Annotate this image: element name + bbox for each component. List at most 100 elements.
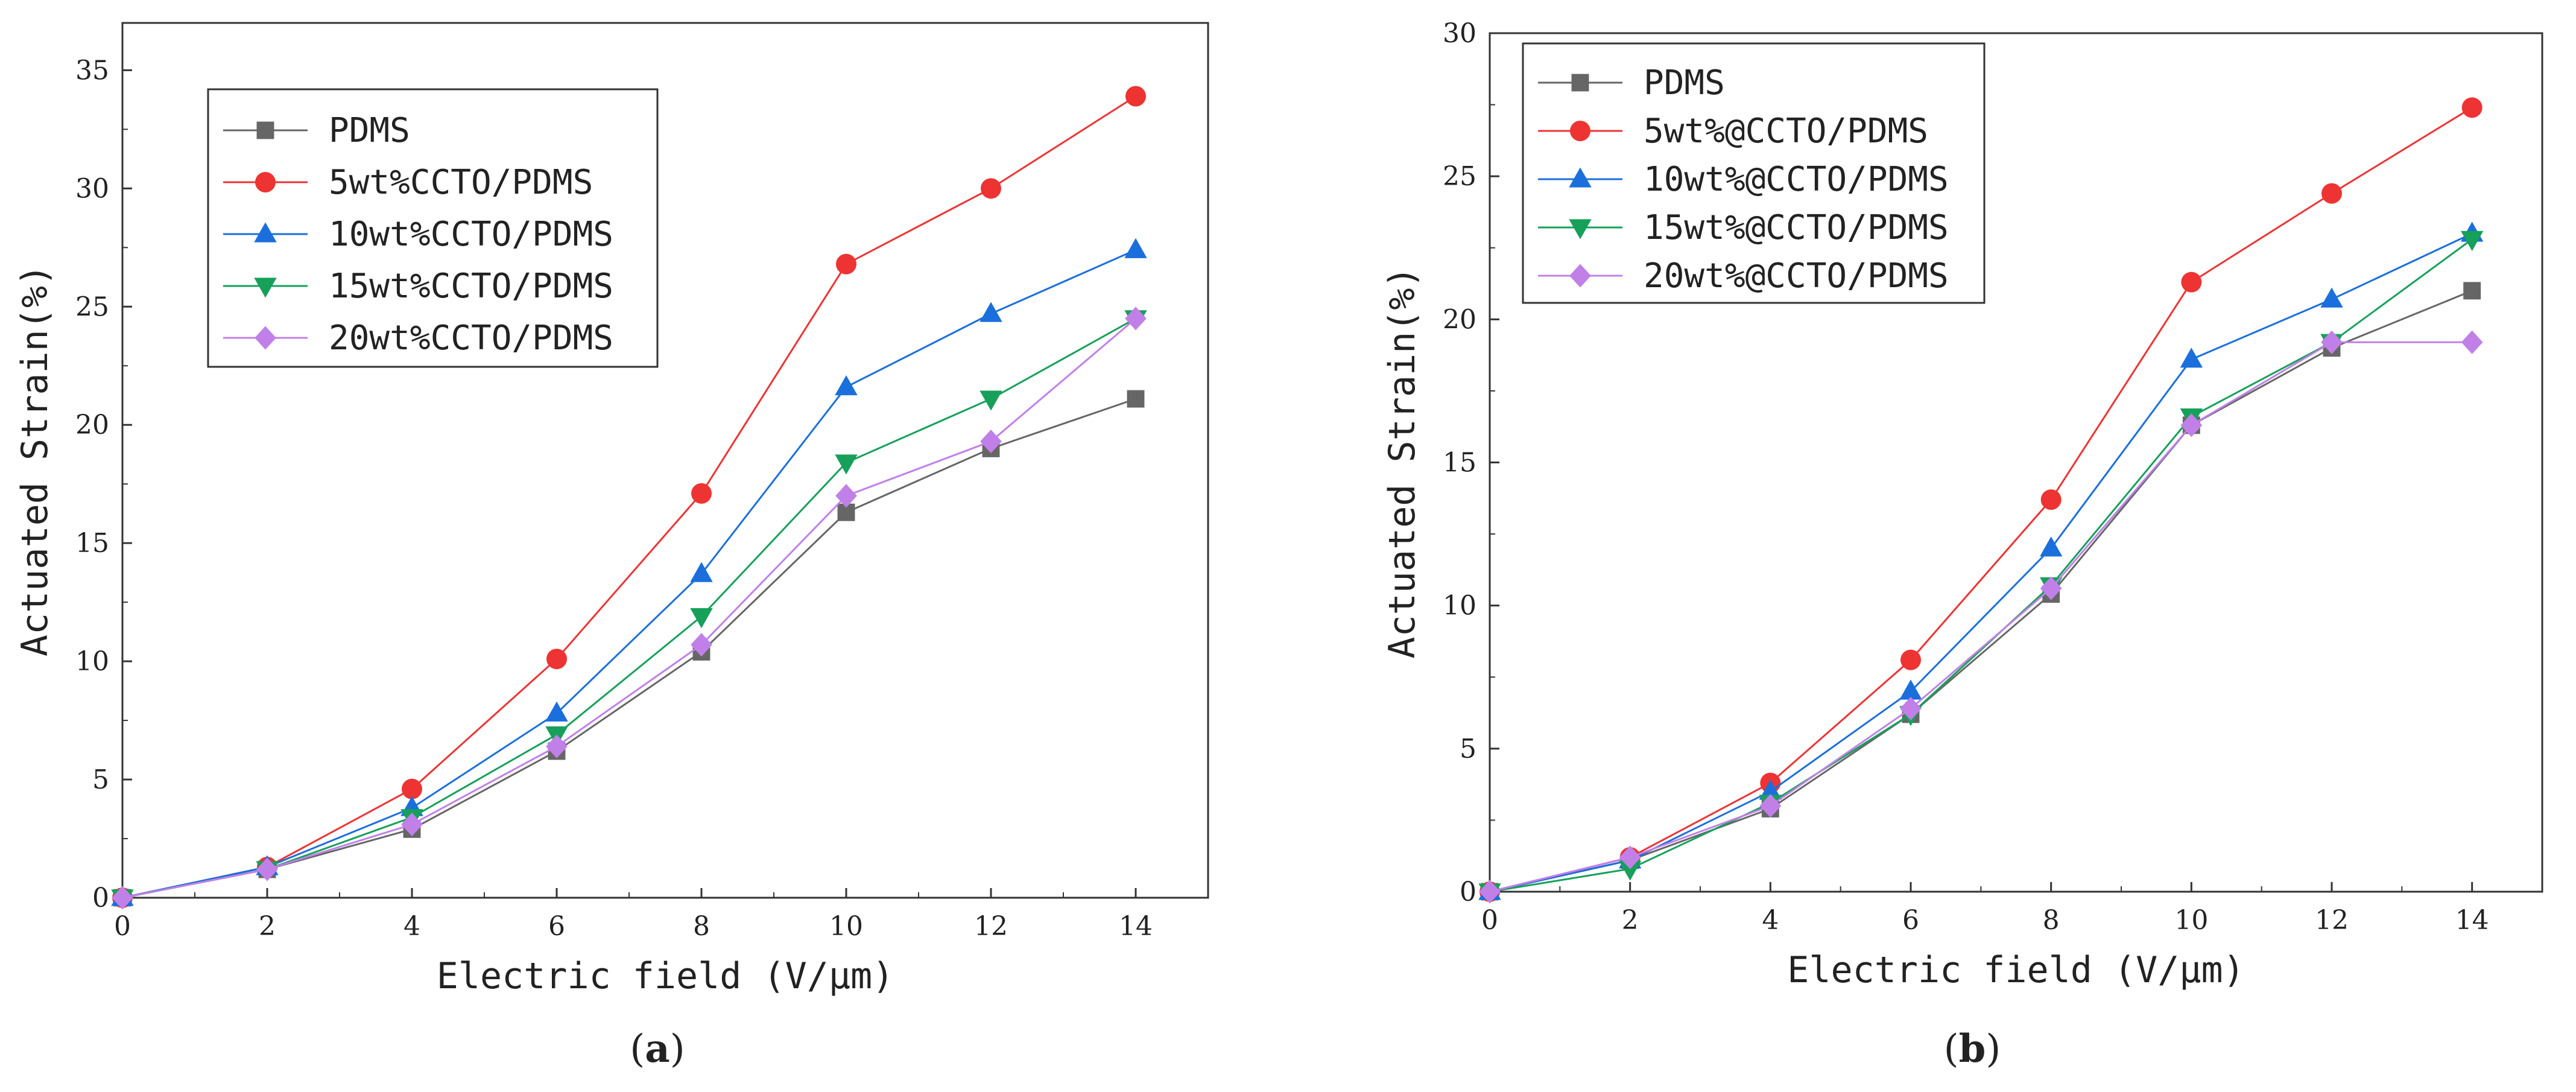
y-tick-label: 15 bbox=[1443, 448, 1476, 478]
legend-label: 10wt%@CCTO/PDMS bbox=[1644, 160, 1949, 199]
series-line-0 bbox=[1489, 290, 2473, 893]
data-point bbox=[690, 608, 713, 629]
legend: PDMS 5wt%@CCTO/PDMS 10wt%@CCTO/PDMS 15wt%@C… bbox=[1522, 42, 1986, 304]
data-point bbox=[2181, 271, 2202, 293]
x-tick-label: 8 bbox=[693, 911, 710, 942]
y-tick-label: 30 bbox=[75, 173, 109, 204]
caption-letter: b bbox=[1959, 1026, 1986, 1071]
y-tick-label: 25 bbox=[75, 291, 109, 322]
data-point bbox=[835, 454, 858, 475]
data-point bbox=[546, 734, 568, 758]
data-point bbox=[836, 253, 856, 275]
y-tick-label: 20 bbox=[75, 410, 109, 440]
y-tick-label: 25 bbox=[1443, 161, 1476, 192]
data-point bbox=[2040, 576, 2062, 600]
legend-marker bbox=[256, 121, 274, 139]
data-point bbox=[546, 649, 567, 670]
data-point bbox=[690, 562, 713, 582]
chart-panel-a: 0 2 4 6 8 10 12 14 0 5 10 15 20 25 30 35 Electric field … bbox=[14, 22, 1209, 1071]
x-tick-label: 0 bbox=[114, 911, 131, 942]
legend-label: PDMS bbox=[329, 111, 410, 150]
legend: PDMS 5wt%CCTO/PDMS 10wt%CCTO/PDMS 15wt%CCTO… bbox=[207, 88, 659, 368]
x-tick-label: 12 bbox=[2315, 905, 2349, 936]
chart-panel-b: 0 2 4 6 8 10 12 14 0 5 10 15 20 25 30 Electric field (V… bbox=[1381, 18, 2543, 1071]
caption-open: ( bbox=[1944, 1027, 1959, 1071]
x-tick-label: 6 bbox=[1902, 905, 1919, 936]
panel-caption: (b) bbox=[1944, 1026, 2001, 1071]
x-tick-label: 10 bbox=[829, 911, 863, 942]
legend-marker bbox=[255, 172, 276, 192]
legend-box bbox=[207, 88, 659, 368]
series-line-1 bbox=[122, 95, 1136, 899]
legend-label: 10wt%CCTO/PDMS bbox=[329, 215, 613, 254]
data-point bbox=[2321, 183, 2342, 204]
legend-marker bbox=[1569, 219, 1592, 240]
series-line-0 bbox=[122, 398, 1136, 899]
data-point bbox=[1618, 860, 1642, 881]
series-line-2 bbox=[122, 249, 1136, 899]
y-tick-label: 20 bbox=[1443, 304, 1476, 335]
y-tick-label: 0 bbox=[1460, 877, 1476, 907]
panel-caption: (a) bbox=[630, 1026, 685, 1071]
x-tick-label: 2 bbox=[1622, 905, 1639, 936]
legend-label: 5wt%CCTO/PDMS bbox=[329, 163, 593, 202]
data-point bbox=[1619, 845, 1641, 869]
data-point bbox=[691, 633, 712, 657]
series-line-1 bbox=[1489, 107, 2473, 893]
legend-label: 20wt%CCTO/PDMS bbox=[329, 319, 613, 358]
y-tick-label: 5 bbox=[92, 764, 109, 795]
data-point bbox=[545, 701, 568, 722]
legend-marker bbox=[1571, 74, 1589, 92]
data-point bbox=[691, 483, 712, 504]
data-point bbox=[1900, 649, 1921, 670]
data-point bbox=[2321, 330, 2343, 354]
x-tick-label: 14 bbox=[1119, 911, 1153, 942]
plot-frame bbox=[121, 22, 1209, 899]
data-point bbox=[1759, 779, 1782, 800]
data-point bbox=[835, 484, 857, 508]
data-point bbox=[401, 812, 423, 837]
data-point bbox=[1127, 390, 1145, 408]
data-point bbox=[2463, 282, 2481, 300]
y-axis-title: Actuated Strain(%) bbox=[14, 264, 56, 656]
data-point bbox=[1479, 880, 1501, 904]
x-tick-label: 14 bbox=[2455, 905, 2489, 936]
legend-marker bbox=[254, 278, 277, 298]
legend-box bbox=[1522, 42, 1986, 304]
legend-marker bbox=[1569, 167, 1592, 188]
legend-label: 5wt%@CCTO/PDMS bbox=[1644, 112, 1928, 151]
series-line-3 bbox=[122, 317, 1136, 899]
x-tick-label: 4 bbox=[1762, 905, 1779, 936]
y-tick-label: 5 bbox=[1460, 734, 1476, 764]
data-point bbox=[402, 778, 422, 799]
x-tick-label: 10 bbox=[2174, 905, 2208, 936]
legend-label: 20wt%@CCTO/PDMS bbox=[1644, 256, 1949, 296]
data-point bbox=[2180, 348, 2203, 368]
x-tick-label: 0 bbox=[1481, 905, 1498, 936]
legend-label: 15wt%@CCTO/PDMS bbox=[1644, 208, 1949, 247]
data-point bbox=[2040, 489, 2062, 510]
x-tick-label: 4 bbox=[403, 911, 420, 942]
data-point bbox=[1124, 238, 1147, 258]
data-point bbox=[1759, 794, 1782, 818]
legend-marker bbox=[255, 326, 276, 350]
x-tick-label: 12 bbox=[974, 911, 1008, 942]
data-point bbox=[256, 857, 278, 881]
y-tick-label: 0 bbox=[92, 883, 109, 913]
data-point bbox=[2320, 287, 2343, 308]
data-point bbox=[980, 430, 1002, 454]
series-line-4 bbox=[1489, 341, 2472, 893]
data-point bbox=[981, 178, 1001, 199]
y-tick-label: 10 bbox=[75, 646, 109, 677]
y-tick-label: 35 bbox=[75, 55, 109, 86]
y-tick-label: 15 bbox=[75, 528, 109, 559]
data-point bbox=[1900, 696, 1922, 720]
legend-label: 15wt%CCTO/PDMS bbox=[329, 267, 613, 306]
data-point bbox=[2461, 97, 2483, 118]
data-point bbox=[979, 390, 1002, 411]
series-line-2 bbox=[1489, 232, 2473, 893]
data-point bbox=[2039, 536, 2063, 557]
data-point bbox=[979, 302, 1002, 322]
x-tick-label: 8 bbox=[2043, 905, 2060, 936]
